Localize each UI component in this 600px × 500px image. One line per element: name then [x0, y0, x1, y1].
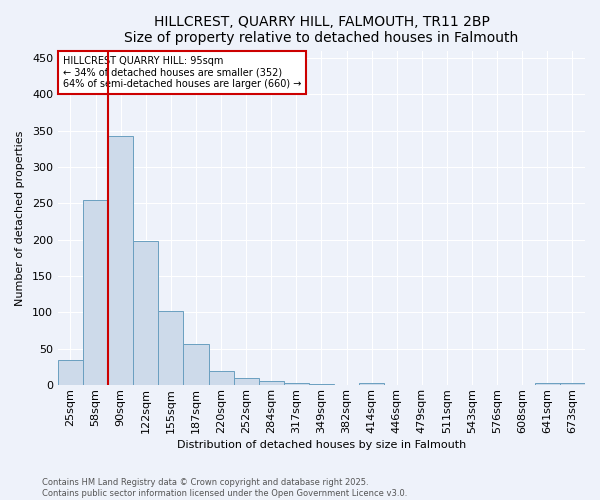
Bar — [560, 383, 585, 385]
Title: HILLCREST, QUARRY HILL, FALMOUTH, TR11 2BP
Size of property relative to detached: HILLCREST, QUARRY HILL, FALMOUTH, TR11 2… — [124, 15, 518, 45]
X-axis label: Distribution of detached houses by size in Falmouth: Distribution of detached houses by size … — [177, 440, 466, 450]
Bar — [83, 200, 108, 385]
Bar — [58, 360, 83, 385]
Bar — [158, 311, 184, 385]
Bar — [359, 383, 384, 385]
Bar — [535, 383, 560, 385]
Text: Contains HM Land Registry data © Crown copyright and database right 2025.
Contai: Contains HM Land Registry data © Crown c… — [42, 478, 407, 498]
Bar — [233, 378, 259, 385]
Bar — [284, 383, 309, 385]
Bar — [309, 384, 334, 385]
Bar — [133, 241, 158, 385]
Y-axis label: Number of detached properties: Number of detached properties — [15, 130, 25, 306]
Bar — [259, 381, 284, 385]
Bar — [209, 370, 233, 385]
Bar — [184, 344, 209, 385]
Text: HILLCREST QUARRY HILL: 95sqm
← 34% of detached houses are smaller (352)
64% of s: HILLCREST QUARRY HILL: 95sqm ← 34% of de… — [63, 56, 302, 89]
Bar — [108, 136, 133, 385]
